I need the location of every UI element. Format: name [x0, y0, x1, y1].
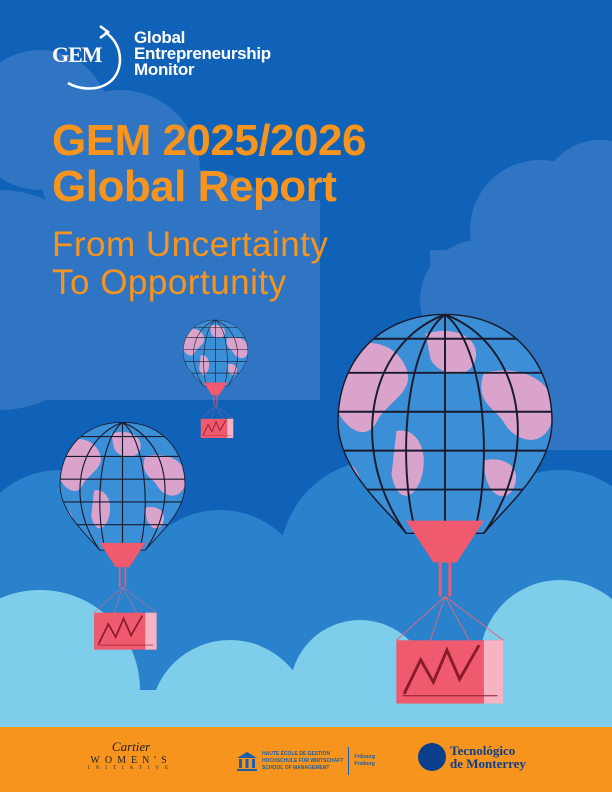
report-title: GEM 2025/2026 Global Report	[52, 116, 366, 211]
tecnologico-de-monterrey-logo: Tecnológico de Monterrey	[418, 743, 526, 771]
gem-logo-mark: GEM	[52, 42, 103, 67]
logo-arrow	[67, 25, 122, 90]
cartier-womens-initiative-logo: Cartier WOMEN'S INITIATIVE	[88, 739, 175, 771]
building-columns-icon	[237, 752, 257, 771]
partner-footer: Cartier WOMEN'S INITIATIVE HAUTE ÉCOLE D…	[0, 727, 612, 792]
gem-logo: GEM Global Entrepreneurship Monitor	[48, 22, 271, 86]
gem-logo-name: Global Entrepreneurship Monitor	[134, 28, 271, 79]
background-clouds	[0, 50, 612, 450]
divider	[348, 747, 350, 775]
seal-icon	[418, 743, 446, 771]
hsg-fribourg-logo: HAUTE ÉCOLE DE GESTION HOCHSCHULE FÜR WI…	[236, 747, 375, 775]
report-subtitle: From Uncertainty To Opportunity	[52, 225, 329, 302]
